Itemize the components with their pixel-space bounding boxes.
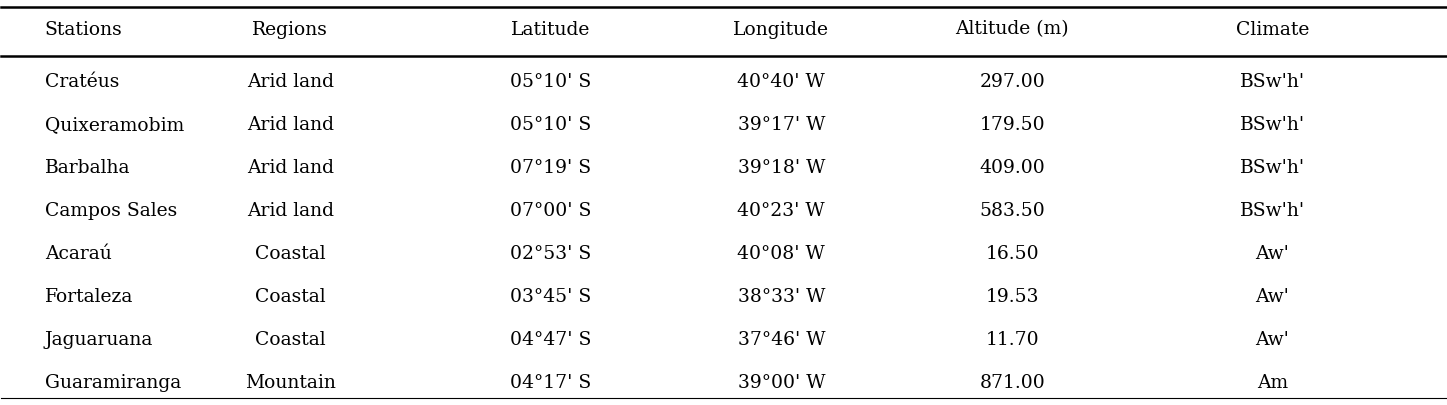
Text: 39°18' W: 39°18' W [738, 159, 825, 177]
Text: Climate: Climate [1236, 21, 1310, 38]
Text: 07°00' S: 07°00' S [509, 202, 590, 220]
Text: 04°47' S: 04°47' S [509, 331, 590, 349]
Text: 871.00: 871.00 [980, 374, 1045, 392]
Text: 05°10' S: 05°10' S [509, 73, 590, 91]
Text: Barbalha: Barbalha [45, 159, 130, 177]
Text: Aw': Aw' [1256, 288, 1289, 306]
Text: Coastal: Coastal [255, 245, 326, 263]
Text: 40°40' W: 40°40' W [738, 73, 825, 91]
Text: Jaguaruana: Jaguaruana [45, 331, 153, 349]
Text: 40°08' W: 40°08' W [738, 245, 825, 263]
Text: BSw'h': BSw'h' [1240, 73, 1305, 91]
Text: Quixeramobim: Quixeramobim [45, 116, 184, 134]
Text: Coastal: Coastal [255, 331, 326, 349]
Text: Arid land: Arid land [247, 73, 334, 91]
Text: Arid land: Arid land [247, 159, 334, 177]
Text: Altitude (m): Altitude (m) [955, 21, 1069, 38]
Text: Arid land: Arid land [247, 116, 334, 134]
Text: Latitude: Latitude [511, 21, 590, 38]
Text: 05°10' S: 05°10' S [509, 116, 590, 134]
Text: Campos Sales: Campos Sales [45, 202, 177, 220]
Text: Coastal: Coastal [255, 288, 326, 306]
Text: Guaramiranga: Guaramiranga [45, 374, 181, 392]
Text: 39°00' W: 39°00' W [738, 374, 825, 392]
Text: Longitude: Longitude [734, 21, 829, 38]
Text: 40°23' W: 40°23' W [738, 202, 825, 220]
Text: 03°45' S: 03°45' S [509, 288, 590, 306]
Text: Am: Am [1257, 374, 1288, 392]
Text: Cratéus: Cratéus [45, 73, 119, 91]
Text: Acaraú: Acaraú [45, 245, 111, 263]
Text: Fortaleza: Fortaleza [45, 288, 133, 306]
Text: BSw'h': BSw'h' [1240, 202, 1305, 220]
Text: Aw': Aw' [1256, 245, 1289, 263]
Text: 02°53' S: 02°53' S [509, 245, 590, 263]
Text: 39°17' W: 39°17' W [738, 116, 825, 134]
Text: 179.50: 179.50 [980, 116, 1045, 134]
Text: Aw': Aw' [1256, 331, 1289, 349]
Text: 37°46' W: 37°46' W [738, 331, 825, 349]
Text: BSw'h': BSw'h' [1240, 159, 1305, 177]
Text: Stations: Stations [45, 21, 123, 38]
Text: 409.00: 409.00 [980, 159, 1045, 177]
Text: 07°19' S: 07°19' S [509, 159, 590, 177]
Text: 11.70: 11.70 [985, 331, 1039, 349]
Text: 297.00: 297.00 [980, 73, 1045, 91]
Text: 583.50: 583.50 [980, 202, 1045, 220]
Text: 19.53: 19.53 [985, 288, 1039, 306]
Text: 38°33' W: 38°33' W [738, 288, 825, 306]
Text: Regions: Regions [252, 21, 328, 38]
Text: Arid land: Arid land [247, 202, 334, 220]
Text: 04°17' S: 04°17' S [509, 374, 590, 392]
Text: Mountain: Mountain [245, 374, 336, 392]
Text: 16.50: 16.50 [985, 245, 1039, 263]
Text: BSw'h': BSw'h' [1240, 116, 1305, 134]
